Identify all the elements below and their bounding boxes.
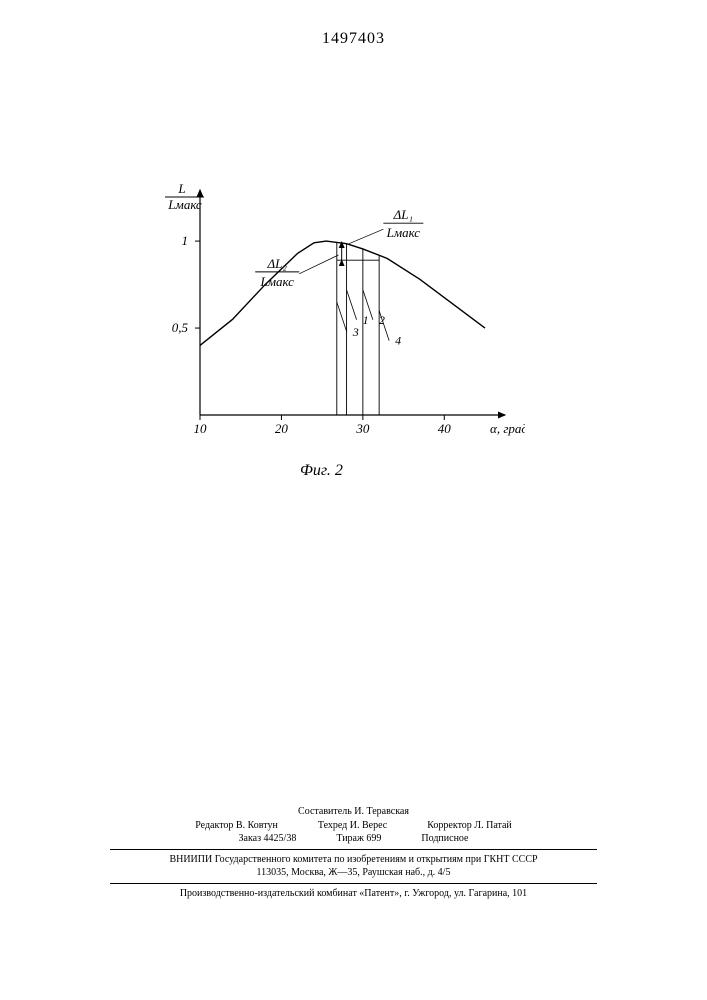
footer-tiraz: Тираж 699: [336, 832, 381, 846]
svg-text:α, град: α, град: [490, 421, 525, 436]
svg-text:1: 1: [363, 313, 369, 327]
svg-text:40: 40: [438, 421, 452, 436]
footer-compiler: Составитель И. Теравская: [0, 805, 707, 819]
svg-text:ΔL₂: ΔL₂: [267, 256, 288, 271]
svg-text:10: 10: [194, 421, 208, 436]
footer-order: Заказ 4425/38: [239, 832, 297, 846]
svg-text:L: L: [177, 181, 185, 196]
svg-text:Lмакс: Lмакс: [167, 197, 202, 212]
svg-text:0,5: 0,5: [172, 320, 189, 335]
footer-line3: Производственно-издательский комбинат «П…: [0, 887, 707, 901]
svg-text:ΔL₁: ΔL₁: [393, 207, 413, 222]
footer-corrector: Корректор Л. Патай: [427, 819, 512, 833]
footer-techred: Техред И. Верес: [318, 819, 387, 833]
chart-container: 10203040α, град0,51LLмакс3124ΔL₁LмаксΔL₂…: [155, 180, 525, 460]
figure-label: Фиг. 2: [300, 462, 343, 480]
footer-editor: Редактор В. Ковтун: [195, 819, 278, 833]
svg-text:3: 3: [352, 325, 359, 339]
svg-text:20: 20: [275, 421, 289, 436]
svg-text:4: 4: [395, 334, 401, 348]
chart-svg: 10203040α, град0,51LLмакс3124ΔL₁LмаксΔL₂…: [155, 180, 525, 460]
svg-text:Lмакс: Lмакс: [260, 274, 295, 289]
footer-block: Составитель И. Теравская Редактор В. Ков…: [0, 805, 707, 900]
footer-rule-1: [110, 849, 597, 850]
footer-line1: ВНИИПИ Государственного комитета по изоб…: [0, 853, 707, 867]
footer-rule-2: [110, 883, 597, 884]
svg-text:30: 30: [355, 421, 370, 436]
svg-text:1: 1: [182, 233, 189, 248]
footer-subscr: Подписное: [421, 832, 468, 846]
footer-line2: 113035, Москва, Ж—35, Раушская наб., д. …: [0, 866, 707, 880]
page-number: 1497403: [0, 30, 707, 48]
svg-text:Lмакс: Lмакс: [386, 225, 421, 240]
